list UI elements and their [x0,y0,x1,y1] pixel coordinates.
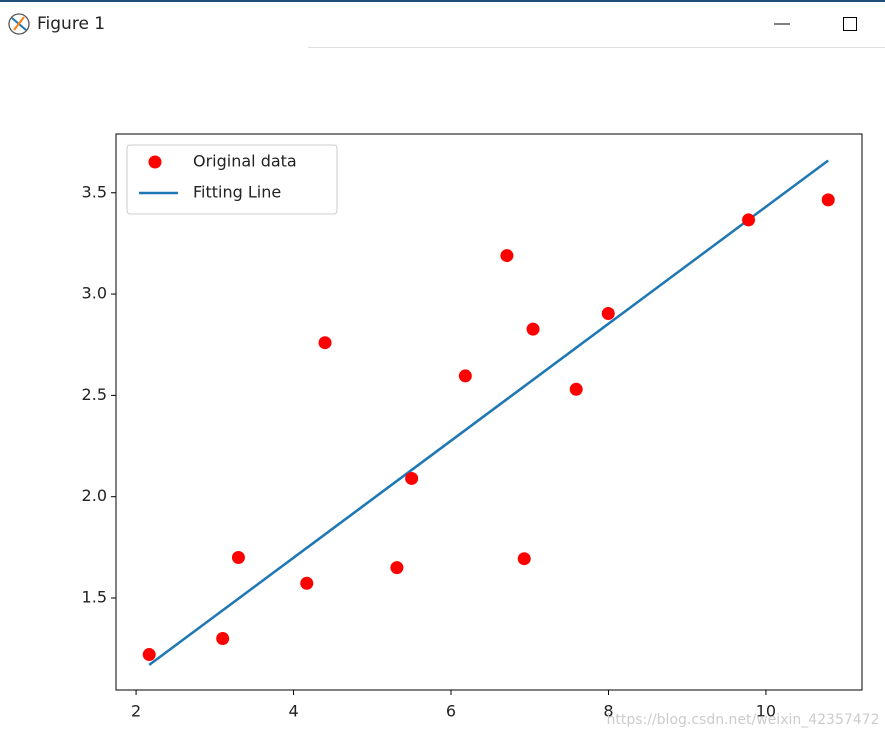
data-point [517,552,531,566]
legend-label: Fitting Line [193,183,281,202]
data-point [601,307,615,321]
x-tick-label: 8 [603,702,613,721]
maximize-button[interactable] [843,17,857,31]
data-point [318,336,332,350]
x-tick-label: 6 [446,702,456,721]
data-point [458,369,472,383]
legend-label: Original data [193,152,297,171]
plot: 2 4 6 8 10 1.5 2.0 2.5 3.0 3.5 Original data Fittin… [82,133,863,721]
axes-frame [115,133,863,691]
x-tick-label: 2 [131,702,141,721]
y-tick-label: 3.5 [82,182,107,201]
data-point [142,648,156,662]
data-point [569,382,583,396]
data-point [526,322,540,336]
y-tick-label: 1.5 [82,588,107,607]
data-point [300,576,314,590]
window-title: Figure 1 [37,14,105,34]
window-border [0,0,885,2]
y-tick-label: 2.0 [82,486,107,505]
app-icon [8,13,30,35]
legend-box [126,144,338,215]
data-point [405,471,419,485]
data-point [500,249,514,263]
data-point [821,193,835,207]
data-point [742,213,756,227]
fitting-line [148,159,829,666]
x-tick-label: 10 [756,702,776,721]
y-tick-label: 2.5 [82,385,107,404]
x-tick-label: 4 [288,702,298,721]
data-point [390,561,404,575]
watermark: https://blog.csdn.net/weixin_42357472 [606,712,879,728]
legend-marker [148,155,162,169]
data-point [216,632,230,646]
data-point [231,550,245,564]
y-tick-label: 3.0 [82,284,107,303]
